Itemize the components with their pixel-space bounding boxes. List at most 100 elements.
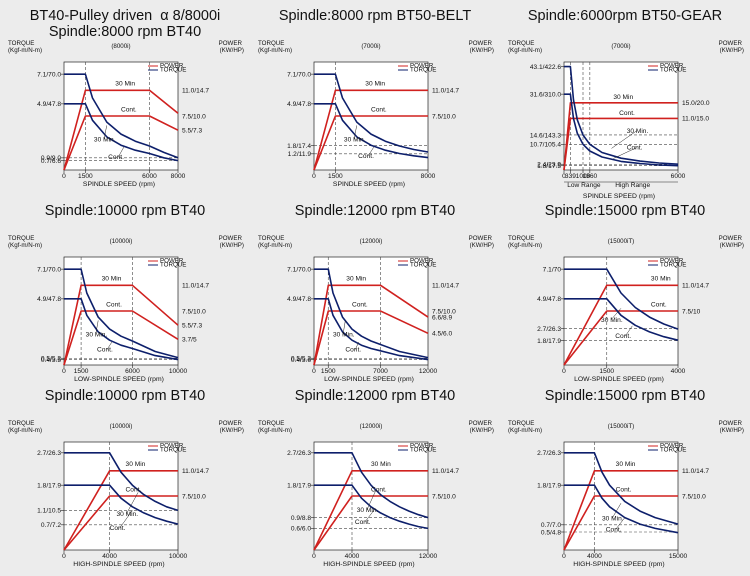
left-tick-label: 4.9/47.8 [537,296,561,303]
right-tick-label: 11.0/14.7 [432,283,459,290]
annotation-leader [364,510,375,523]
torque-series-30min [564,268,679,330]
right-axis-title: POWER [219,40,243,47]
x-tick-label: 6000 [125,368,140,375]
right-tick-label: 3.7/5 [182,337,197,344]
curve-annotation: Cont. [108,154,124,161]
left-tick-label: 4.9/47.8 [37,101,61,108]
left-axis-units: (Kgf-m/N-m) [508,47,542,54]
x-tick-label: 8000 [171,173,186,180]
motor-label: (7000i) [611,43,630,50]
chart-panel: Spindle:8000 rpm BT50-BELT TORQUE (Kgf-m/N… [250,0,500,192]
legend-torque-label: TORQUE [160,66,186,73]
curve-annotation: 30 Min [365,81,385,88]
x-tick-label: 8000 [421,173,436,180]
left-axis-title: TORQUE [508,420,534,427]
legend-torque-label: TORQUE [660,66,686,73]
right-axis-title: POWER [469,235,493,242]
left-tick-label: 1.8/17.5 [537,163,561,170]
x-axis-title: SPINDLE SPEED (rpm) [333,181,405,188]
torque-series-cont [314,103,429,159]
annotation-leader [126,492,139,514]
right-tick-label: 7.5/10 [682,308,701,315]
chart-panel: Spindle:15000 rpm BT40 TORQUE (Kgf-m/N-m) P… [500,380,750,572]
right-tick-label: 11.0/14.7 [432,88,459,95]
annotation-leader [106,341,113,350]
x-tick-label: 0 [562,553,566,560]
chart-title: Spindle:6000rpm BT50-GEAR [527,8,723,24]
right-tick-label: 11.0/14.7 [432,468,459,475]
left-tick-label: 1.8/17.9 [537,338,561,345]
curve-annotation: Cont. [345,347,361,354]
left-tick-label: 2.7/26.3 [37,450,61,457]
power-series-cont [63,495,178,551]
motor-label: (12000i) [360,238,383,245]
right-axis-title: POWER [719,235,743,242]
power-series-30min [63,470,178,551]
x-tick-label: 1500 [74,368,89,375]
power-series-30min [313,89,428,171]
chart-svg: TORQUE(Kgf-m/N-m)POWER(KW/HP)(10000i)POW… [8,420,244,568]
chart-title: Spindle:8000 rpm BT50-BELT [278,8,472,24]
left-axis-title: TORQUE [8,420,34,427]
chart-panel: BT40-Pulley driven α 8/8000i Spindle:800… [0,0,250,192]
x-tick-label: 1500 [321,368,336,375]
left-tick-label: 4.9/47.8 [287,101,311,108]
x-tick-label: 4000 [587,553,602,560]
power-series-cont [313,495,428,551]
right-axis-units: (KW/HP) [720,242,744,249]
left-tick-label: 0.9/8.8 [291,515,311,522]
left-axis-units: (Kgf-m/N-m) [508,242,542,249]
torque-series-30min [314,73,429,153]
curve-annotation: 30 Min. [333,332,355,339]
left-axis-units: (Kgf-m/N-m) [8,47,42,54]
right-tick-label: 7.5/10.0 [182,113,206,120]
chart-panel: Spindle:6000rpm BT50-GEAR TORQUE (Kgf-m/N-… [500,0,750,200]
motor-label: (12000i) [360,423,383,430]
torque-series-cont [564,93,679,167]
power-series-30min [63,284,179,366]
x-tick-label: 1500 [599,368,614,375]
motor-label: (10000i) [110,238,133,245]
curve-annotation: 30 Min. [357,507,379,514]
chart-title: Spindle:12000 rpm BT40 [294,203,456,219]
legend-torque-label: TORQUE [660,446,686,453]
right-tick-label: 5.5/7.3 [182,127,202,134]
right-tick-label: 11.0/14.7 [182,468,209,475]
curve-annotation: 30 Min. [86,332,108,339]
annotation-leader [615,517,625,530]
right-axis-units: (KW/HP) [470,242,494,249]
x-tick-label: 1500 [328,173,343,180]
x-axis-title: SPINDLE SPEED (rpm) [83,181,155,188]
x-axis-title: HIGH-SPINDLE SPEED (rpm) [323,561,414,568]
left-tick-label: 1.8/17.4 [287,143,311,150]
x-tick-label: 1500 [78,173,93,180]
chart-svg: TORQUE(Kgf-m/N-m)POWER(KW/HP)(7000i)POWE… [258,40,494,188]
legend-power-label: POWER [160,257,184,264]
curve-annotation: 30 Min [102,276,122,283]
power-series-30min [563,284,678,366]
legend-power-label: POWER [410,442,434,449]
left-tick-label: 0.5/5.3 [41,356,61,363]
power-series-cont [63,115,179,171]
curve-annotation: Cont. [371,106,387,113]
curve-annotation: 30 Min [616,461,636,468]
left-tick-label: 2.4/23.9 [537,162,561,169]
left-tick-label: 4.9/47.8 [37,296,61,303]
chart-panel: Spindle:12000 rpm BT40 TORQUE (Kgf-m/N-m) P… [250,380,500,572]
torque-series-30min [564,65,679,165]
annotation-leader [611,503,622,519]
x-tick-label: 0 [562,173,566,180]
x-axis-title: LOW-SPINDLE SPEED (rpm) [74,376,164,383]
torque-series-30min [64,268,179,359]
x-tick-label: 4000 [671,368,686,375]
curve-annotation: Cont. [355,519,371,526]
annotation-leader [355,341,359,350]
left-tick-label: 2.7/26.3 [537,326,561,333]
right-tick-label: 11.0/15.0 [682,116,709,123]
left-axis-title: TORQUE [258,420,284,427]
